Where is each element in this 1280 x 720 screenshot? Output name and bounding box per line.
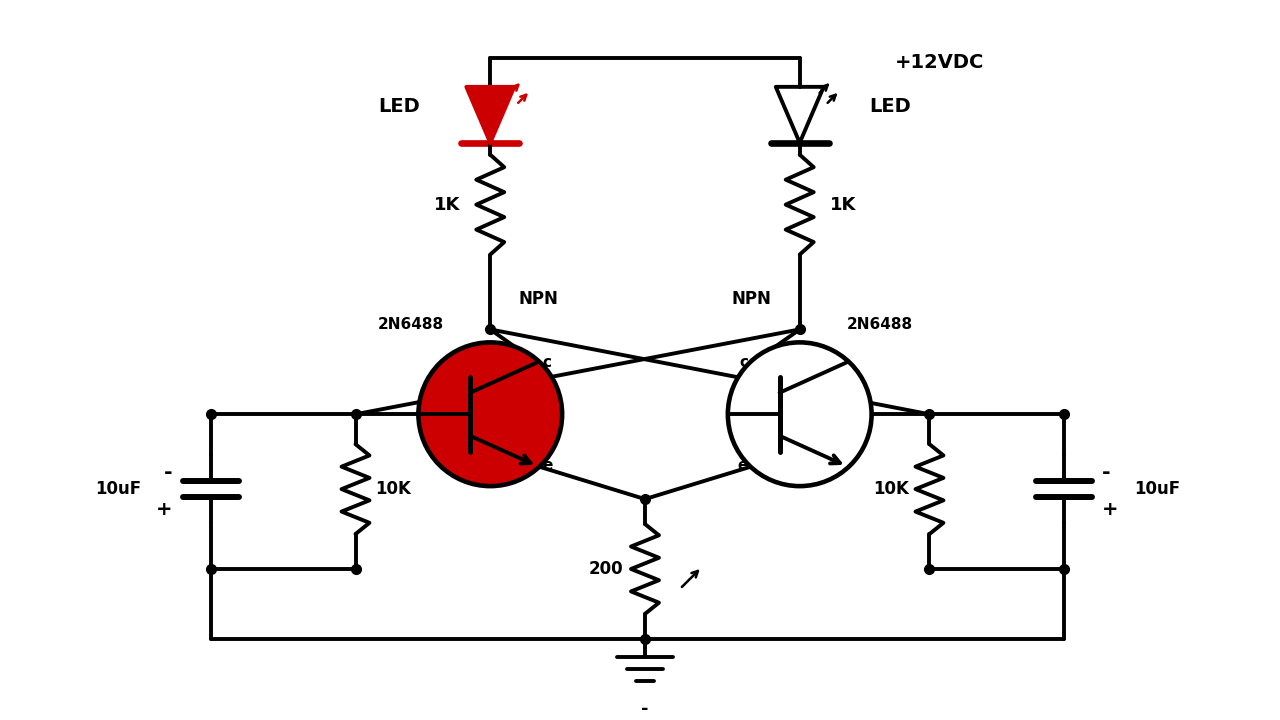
Text: -: - (164, 463, 173, 483)
Circle shape (728, 343, 872, 486)
Text: +: + (156, 500, 173, 518)
Text: e: e (737, 459, 748, 474)
Text: +: + (1102, 500, 1119, 518)
Text: 10uF: 10uF (1134, 480, 1180, 498)
Text: 1K: 1K (829, 196, 856, 214)
Text: c: c (739, 355, 748, 370)
Text: LED: LED (379, 97, 420, 117)
Text: -: - (641, 700, 649, 718)
Text: c: c (541, 355, 550, 370)
Text: 2N6488: 2N6488 (378, 317, 443, 332)
Text: b: b (433, 399, 444, 414)
Text: -: - (1102, 463, 1111, 483)
Text: NPN: NPN (518, 290, 558, 308)
Circle shape (419, 343, 562, 486)
Text: LED: LED (869, 97, 911, 117)
Text: 2N6488: 2N6488 (846, 317, 913, 332)
Text: 1K: 1K (434, 196, 461, 214)
Text: e: e (541, 459, 553, 474)
Text: 10K: 10K (874, 480, 910, 498)
Text: 10uF: 10uF (95, 480, 141, 498)
Polygon shape (466, 87, 515, 143)
Text: 200: 200 (589, 560, 623, 578)
Text: b: b (846, 399, 858, 414)
Text: NPN: NPN (732, 290, 772, 308)
Text: +12VDC: +12VDC (895, 53, 984, 73)
Text: 10K: 10K (375, 480, 411, 498)
